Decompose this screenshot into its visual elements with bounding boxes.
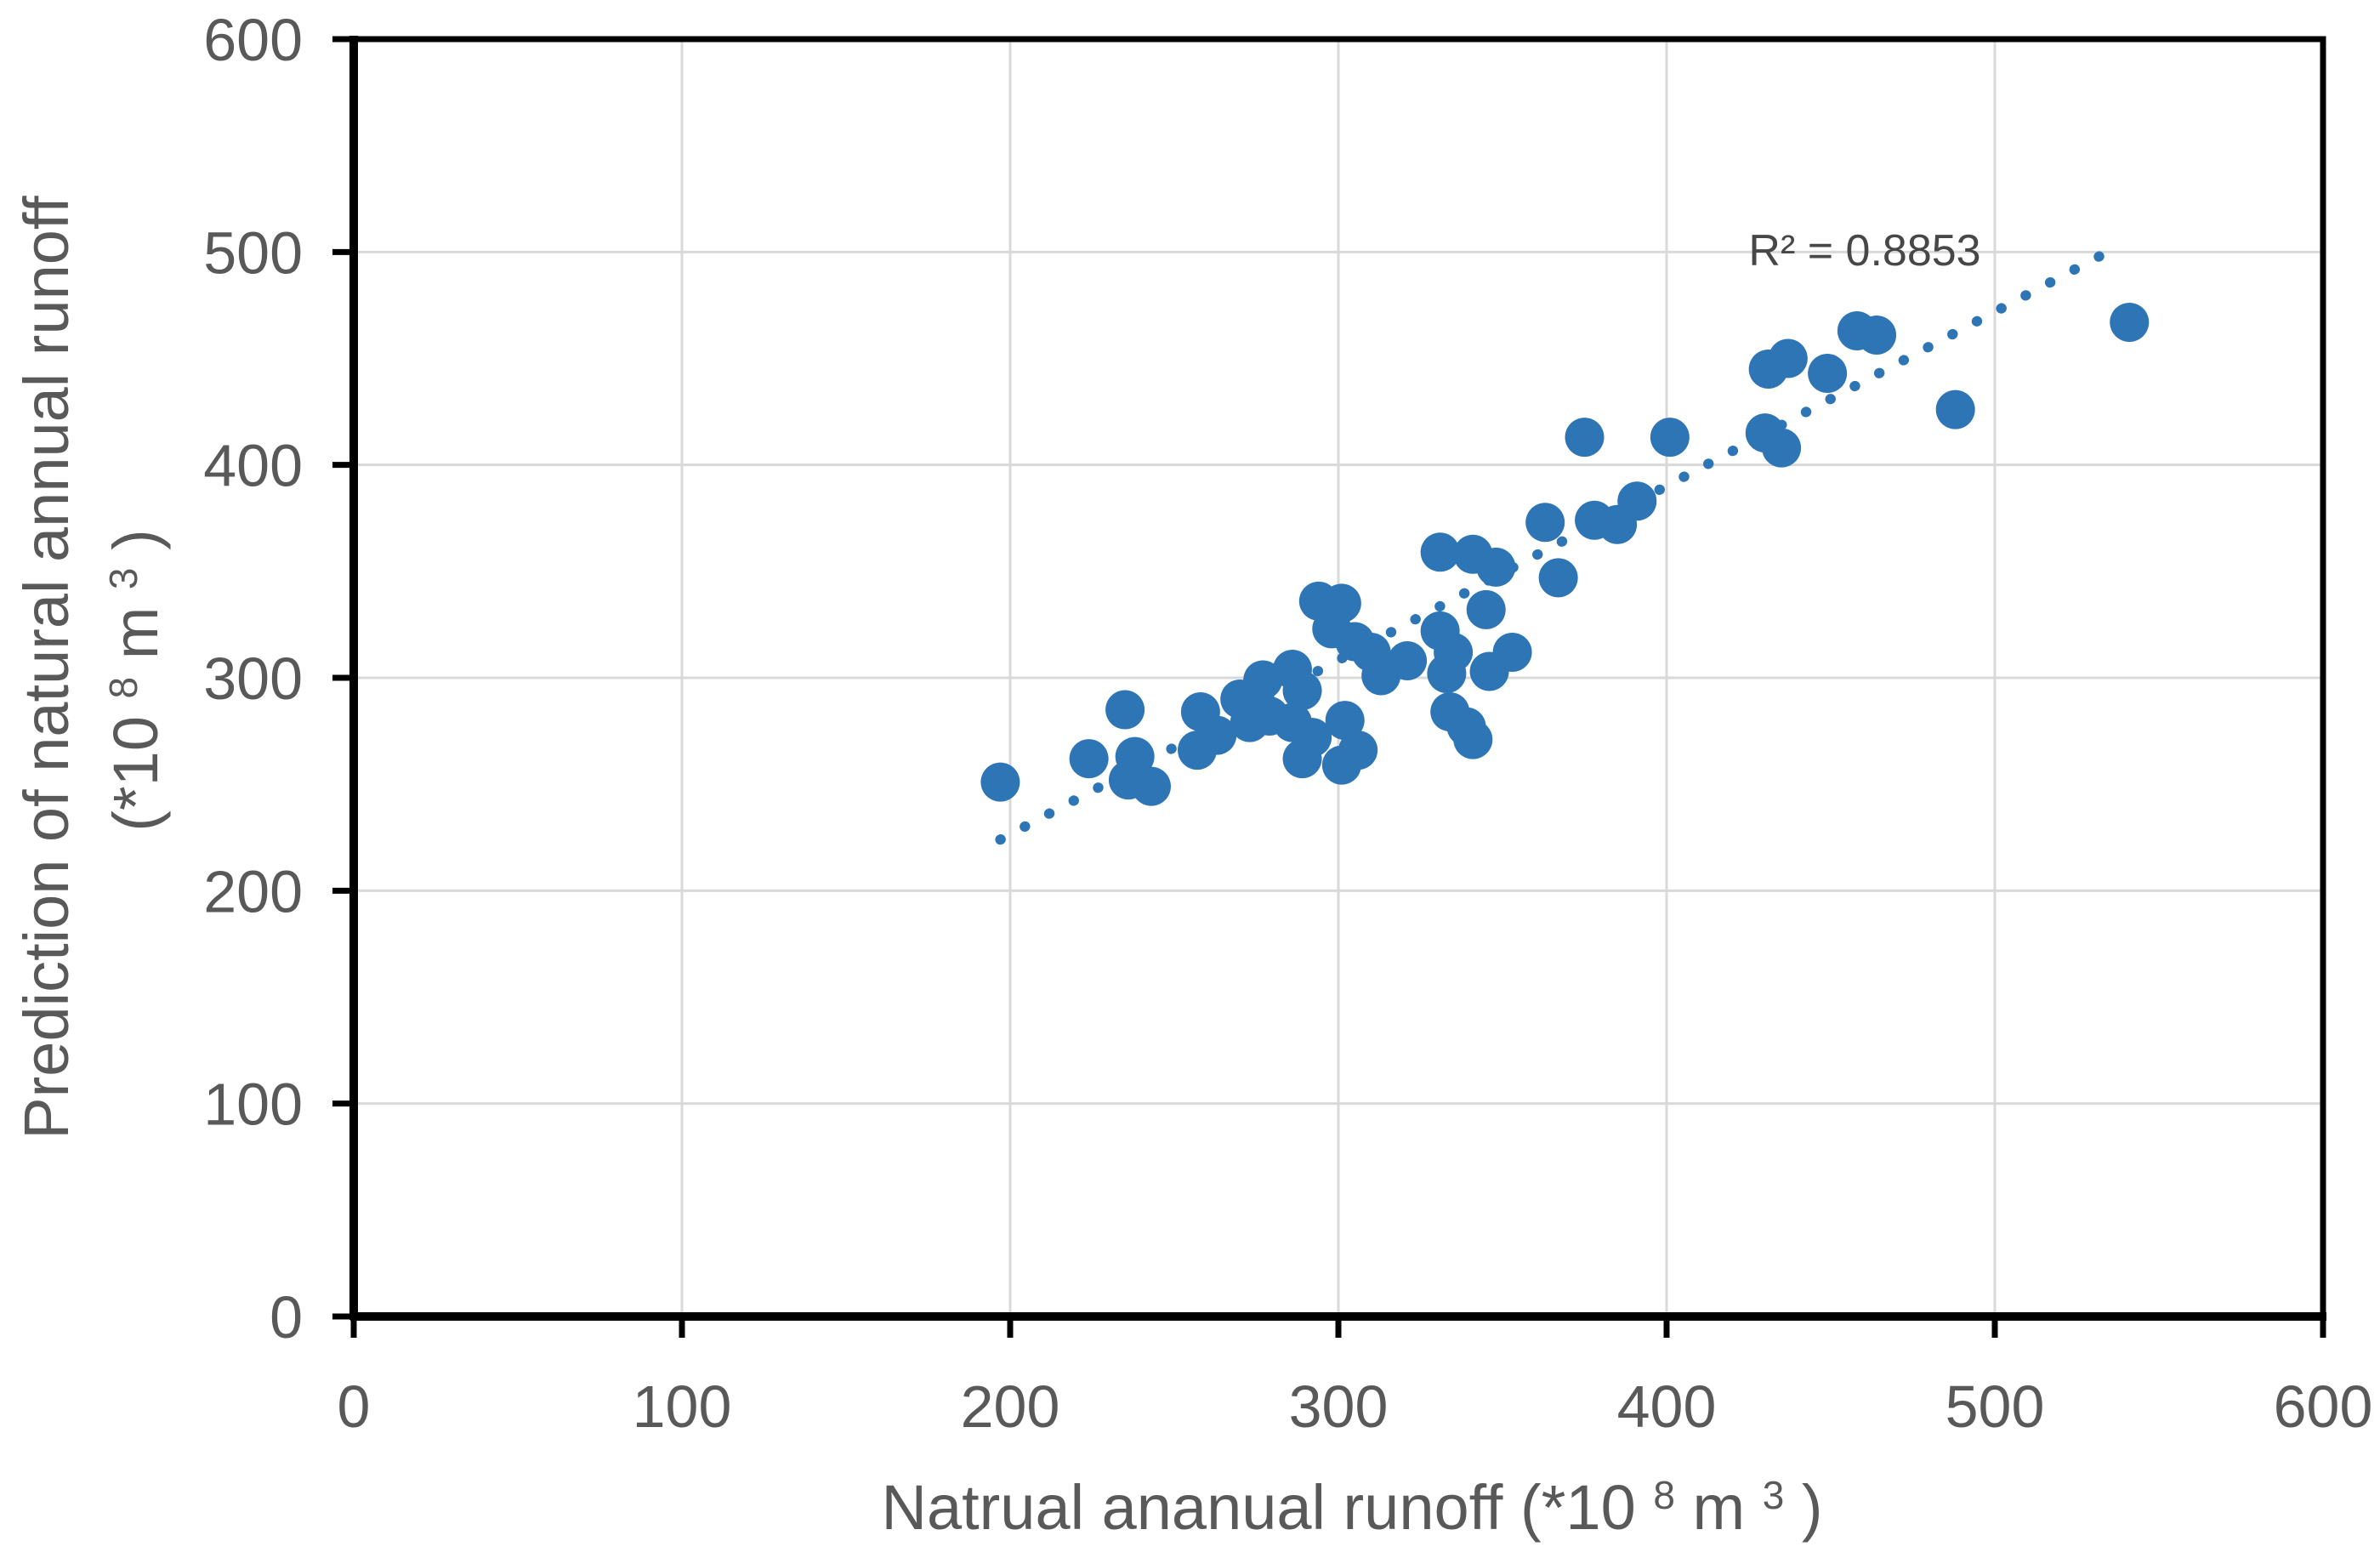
- trendline: [995, 240, 2125, 845]
- x-axis-title: Natrual ananual runoff (*10 8 m 3 ): [882, 1452, 1823, 1543]
- data-point: [1282, 671, 1322, 711]
- data-point: [2110, 302, 2150, 342]
- x-tick-label: 0: [338, 1373, 371, 1440]
- data-point: [1617, 481, 1657, 521]
- y-axis-unit-main: (*10: [100, 716, 171, 832]
- x-tick-label: 600: [2274, 1373, 2373, 1440]
- data-point: [980, 762, 1020, 802]
- data-point: [1420, 532, 1460, 572]
- x-tick-label: 300: [1289, 1373, 1389, 1440]
- y-axis-title: Prediction of natural annual runoff: [11, 196, 82, 1140]
- data-point: [1466, 589, 1506, 629]
- data-point: [1338, 731, 1378, 770]
- data-point: [1565, 418, 1605, 458]
- y-axis-unit-superscript-3: 3: [101, 567, 145, 589]
- x-tick-label: 200: [961, 1373, 1060, 1440]
- data-point: [1427, 653, 1467, 693]
- y-tick-label: 100: [203, 1072, 303, 1138]
- data-point: [1857, 315, 1897, 355]
- axis-tick-marks: [332, 36, 2326, 1338]
- y-axis-unit-superscript-8: 8: [101, 677, 145, 699]
- y-tick-label: 300: [203, 645, 303, 712]
- data-point: [1292, 718, 1332, 758]
- data-point: [1650, 418, 1690, 458]
- y-axis-unit-mid: m: [100, 607, 171, 660]
- y-tick-label: 400: [203, 433, 303, 499]
- x-axis-title-end: ): [1802, 1472, 1823, 1543]
- y-tick-label: 0: [270, 1284, 303, 1350]
- x-tick-label: 100: [633, 1373, 732, 1440]
- data-point: [1762, 428, 1802, 468]
- r-squared-annotation: R² = 0.8853: [1748, 226, 1980, 276]
- data-point: [1388, 640, 1428, 680]
- data-point: [1492, 632, 1532, 672]
- x-axis-title-main: Natrual ananual runoff (*10: [882, 1472, 1636, 1543]
- y-tick-label: 200: [203, 858, 303, 924]
- x-axis-title-superscript-3: 3: [1763, 1473, 1785, 1517]
- x-axis-title-superscript-8: 8: [1653, 1473, 1675, 1517]
- y-tick-label: 500: [203, 219, 303, 286]
- scatter-points: [980, 302, 2150, 806]
- data-point: [1935, 390, 1975, 429]
- x-axis-tick-labels: 0 100 200 300 400 500 600: [338, 1373, 2373, 1440]
- x-tick-label: 400: [1617, 1373, 1717, 1440]
- data-point: [1453, 719, 1493, 759]
- data-point: [1069, 739, 1109, 779]
- data-point: [1131, 766, 1171, 806]
- data-point: [1243, 660, 1283, 700]
- data-point: [1768, 338, 1808, 378]
- x-axis-title-mid: m: [1692, 1472, 1745, 1543]
- y-tick-label: 600: [203, 7, 303, 73]
- trendline-dotted: [995, 240, 2125, 845]
- x-tick-label: 500: [1945, 1373, 2045, 1440]
- gridlines: [354, 37, 2325, 1316]
- y-axis-title-units: (*10 8 m 3 ): [80, 529, 171, 832]
- data-point: [1538, 558, 1578, 598]
- y-axis-unit-end: ): [100, 529, 171, 550]
- data-point: [1476, 547, 1516, 587]
- data-point: [1808, 354, 1848, 394]
- data-point: [1197, 715, 1237, 755]
- y-axis-tick-labels: 0 100 200 300 400 500 600: [203, 7, 303, 1350]
- data-point: [1105, 690, 1145, 730]
- data-point: [1325, 701, 1365, 741]
- data-point: [1525, 503, 1565, 543]
